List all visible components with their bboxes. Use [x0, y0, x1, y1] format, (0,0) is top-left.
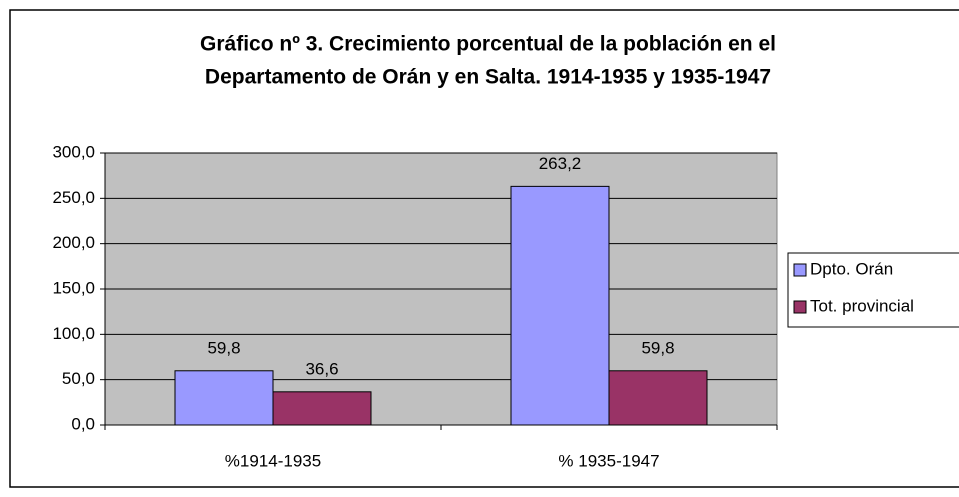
- legend-label: Dpto. Orán: [810, 259, 893, 278]
- legend-box: [787, 252, 959, 328]
- bar: [174, 370, 274, 426]
- data-label: 36,6: [305, 359, 338, 378]
- chart-title: Gráfico nº 3. Crecimiento porcentual de …: [200, 33, 776, 56]
- bar: [272, 391, 372, 426]
- y-tick-label: 300,0: [52, 142, 95, 161]
- data-label: 59,8: [207, 338, 240, 357]
- bar: [510, 185, 610, 426]
- y-tick-label: 200,0: [52, 233, 95, 252]
- data-label: 263,2: [539, 154, 582, 173]
- x-tick-label: %1914-1935: [225, 451, 321, 470]
- y-tick-label: 0,0: [71, 414, 95, 433]
- legend-label: Tot. provincial: [810, 296, 914, 315]
- data-label: 59,8: [641, 338, 674, 357]
- chart-title: Departamento de Orán y en Salta. 1914-19…: [205, 66, 771, 89]
- y-tick-label: 100,0: [52, 324, 95, 343]
- legend-swatch: [793, 263, 807, 277]
- bar: [608, 370, 708, 426]
- legend-swatch: [793, 300, 807, 314]
- x-tick-label: % 1935-1947: [558, 451, 659, 470]
- y-tick-label: 50,0: [62, 369, 95, 388]
- y-tick-label: 250,0: [52, 188, 95, 207]
- y-tick-label: 150,0: [52, 278, 95, 297]
